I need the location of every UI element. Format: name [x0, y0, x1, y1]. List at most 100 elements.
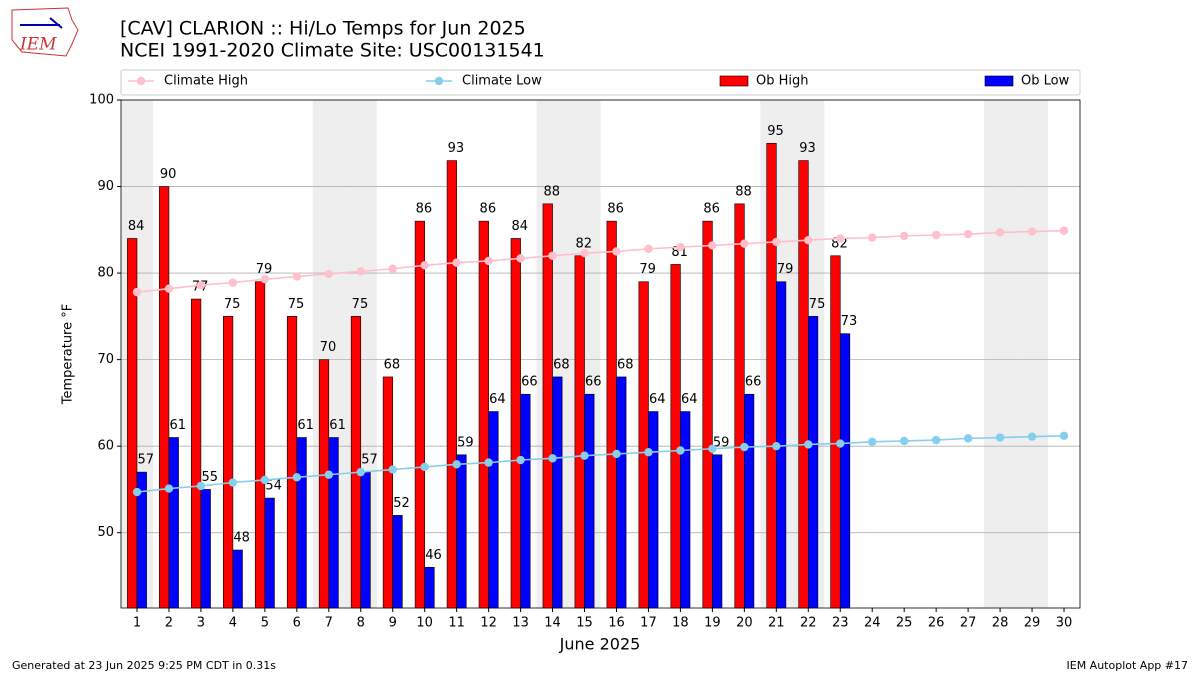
point [580, 451, 589, 460]
point [228, 278, 238, 287]
point [1027, 227, 1037, 236]
point [1059, 431, 1069, 440]
x-tick-label: 21 [768, 616, 785, 631]
point [420, 261, 429, 270]
bar [232, 549, 243, 609]
data-label: 64 [489, 392, 506, 407]
point [804, 235, 813, 245]
data-label: 93 [799, 141, 816, 156]
data-label: 68 [553, 357, 570, 372]
point [740, 442, 749, 452]
footer-right: IEM Autoplot App #17 [1067, 659, 1189, 672]
point [644, 244, 653, 254]
bar [414, 220, 425, 609]
point [899, 436, 909, 446]
x-tick-label: 5 [261, 616, 269, 631]
bar [382, 376, 394, 609]
bar [360, 471, 371, 609]
bar [424, 567, 435, 609]
x-tick-label: 3 [197, 616, 205, 631]
legend-label: Climate High [164, 74, 248, 89]
data-label: 66 [521, 375, 538, 390]
data-label: 68 [384, 357, 401, 372]
bar [446, 160, 457, 609]
chart-subtitle: NCEI 1991-2020 Climate Site: USC00131541 [120, 40, 545, 62]
point [644, 448, 653, 457]
data-label: 95 [767, 124, 784, 139]
data-label: 61 [169, 418, 186, 433]
x-tick-label: 6 [293, 616, 301, 631]
bar [680, 411, 691, 609]
bar [478, 220, 489, 609]
bar [392, 515, 403, 609]
legend-swatch [719, 75, 749, 87]
x-tick-label: 25 [896, 616, 913, 631]
data-label: 75 [352, 297, 369, 312]
weekend-shade [984, 100, 1017, 608]
line [136, 434, 1065, 493]
footer-left: Generated at 23 Jun 2025 9:25 PM CDT in … [12, 659, 276, 672]
legend-marker [136, 76, 146, 86]
data-label: 59 [713, 435, 730, 450]
data-label: 82 [575, 236, 592, 251]
point [963, 434, 973, 443]
point [676, 242, 685, 252]
point [164, 484, 174, 493]
bar [670, 264, 681, 609]
point [931, 230, 941, 240]
data-label: 86 [703, 202, 720, 217]
point [196, 280, 206, 290]
bar [318, 359, 330, 609]
bar [839, 333, 851, 609]
data-label: 61 [329, 418, 346, 433]
data-label: 68 [617, 357, 634, 372]
point [356, 467, 365, 477]
bar [168, 437, 179, 609]
point [612, 247, 621, 256]
point [324, 470, 333, 479]
data-label: 64 [681, 392, 698, 407]
x-tick-label: 8 [357, 616, 365, 631]
x-tick-label: 13 [512, 616, 529, 631]
bar [807, 316, 819, 609]
point [356, 267, 365, 276]
data-label: 64 [649, 392, 666, 407]
y-tick-label: 70 [97, 352, 114, 367]
point [963, 229, 973, 239]
bar [798, 160, 809, 609]
y-tick-label: 80 [97, 266, 114, 281]
point [260, 475, 270, 485]
bar [648, 411, 659, 609]
bar [488, 411, 499, 609]
data-label: 46 [425, 548, 442, 563]
point [804, 440, 813, 449]
point [612, 449, 621, 459]
point [292, 272, 302, 281]
data-label: 52 [393, 496, 410, 511]
point [995, 433, 1005, 442]
point [899, 231, 909, 241]
bar [159, 186, 170, 609]
x-tick-label: 23 [832, 616, 849, 631]
x-tick-label: 12 [480, 616, 497, 631]
point [388, 264, 397, 273]
point [931, 435, 941, 445]
data-label: 79 [639, 262, 656, 277]
x-tick-label: 11 [448, 616, 465, 631]
plot-frame [120, 99, 1081, 609]
bar [734, 203, 745, 609]
point [324, 269, 333, 279]
point [388, 465, 397, 474]
y-tick-label: 100 [89, 93, 114, 108]
bar [584, 393, 595, 609]
x-tick-label: 9 [389, 616, 397, 631]
weekend-shade [1016, 100, 1049, 608]
x-tick-label: 30 [1056, 616, 1073, 631]
bar [254, 281, 266, 609]
data-label: 79 [256, 262, 273, 277]
x-tick-label: 22 [800, 616, 817, 631]
point [836, 234, 845, 243]
data-label: 57 [138, 453, 155, 468]
bar [520, 393, 531, 609]
